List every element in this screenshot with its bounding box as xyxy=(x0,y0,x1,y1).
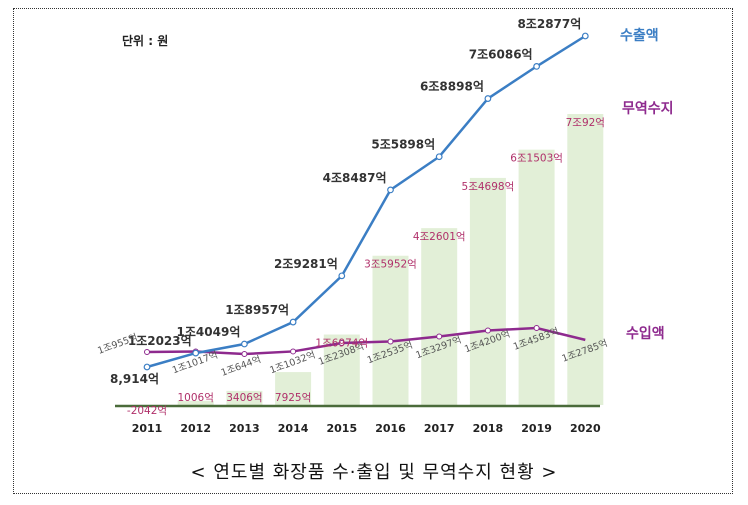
export-point-2016 xyxy=(387,186,394,194)
trade-balance-label-2016: 3조5952억 xyxy=(364,259,417,271)
chart-caption: < 연도별 화장품 수·출입 및 무역수지 현황 > xyxy=(190,462,558,483)
import-point-2017 xyxy=(436,333,443,340)
export-label-2012: 1조2023억 xyxy=(128,334,192,348)
import-point-2016 xyxy=(387,338,394,345)
trade-balance-bar-2018 xyxy=(469,177,506,405)
export-point-2014 xyxy=(289,318,297,326)
trade-balance-bar-2017 xyxy=(421,228,458,405)
trade-balance-label-2013: 3406억 xyxy=(226,392,262,404)
x-tick-2018: 2018 xyxy=(473,422,504,435)
import-point-2011 xyxy=(144,348,150,355)
x-tick-2011: 2011 xyxy=(132,422,163,435)
export-label-2019: 7조6086억 xyxy=(469,47,533,61)
import-point-2014 xyxy=(290,348,297,355)
import-point-2019 xyxy=(533,325,540,331)
x-tick-2012: 2012 xyxy=(180,422,211,435)
x-tick-2019: 2019 xyxy=(521,422,552,435)
trade-balance-bar-2020 xyxy=(567,114,604,405)
x-tick-2014: 2014 xyxy=(278,422,309,435)
export-point-2019 xyxy=(533,62,540,70)
trade-balance-label-2012: 1006억 xyxy=(178,392,214,404)
trade-balance-bar-2016 xyxy=(372,255,409,405)
trade-balance-label-2017: 4조2601억 xyxy=(413,231,466,243)
x-tick-2017: 2017 xyxy=(424,422,455,435)
trade-balance-bar-2014 xyxy=(275,372,312,405)
export-label-2016: 4조8487억 xyxy=(323,171,387,185)
import-point-2018 xyxy=(484,327,491,334)
export-series-line xyxy=(146,34,586,369)
trade-balance-label-2014: 7925억 xyxy=(275,392,311,404)
legend-import: 수입액 xyxy=(626,325,665,342)
trade-balance-bar-2019 xyxy=(518,149,555,405)
import-label-2013: 1조644억 xyxy=(219,353,262,379)
export-point-2020 xyxy=(581,32,589,40)
trade-balance-label-2011: -2042억 xyxy=(127,405,167,417)
export-label-2018: 6조8898억 xyxy=(420,80,484,94)
trade-balance-label-2015: 1조6974억 xyxy=(315,338,368,350)
trade-balance-label-2018: 5조4698억 xyxy=(462,181,515,193)
x-tick-2020: 2020 xyxy=(570,422,601,435)
export-point-2015 xyxy=(338,272,346,280)
export-label-2015: 2조9281억 xyxy=(274,257,338,271)
legend-trade-balance: 무역수지 xyxy=(622,100,674,117)
import-series-line xyxy=(146,326,586,356)
export-point-2013 xyxy=(240,340,248,348)
trade-balance-bar-2013 xyxy=(226,390,263,405)
x-tick-2013: 2013 xyxy=(229,422,260,435)
import-point-2015 xyxy=(338,340,345,347)
export-point-2012 xyxy=(192,349,200,357)
import-label-2011: 1조955억 xyxy=(96,331,139,357)
export-point-2011 xyxy=(143,363,151,371)
import-point-2013 xyxy=(241,351,248,357)
export-label-2011: 8,914억 xyxy=(110,372,159,386)
export-point-2018 xyxy=(484,95,492,102)
x-tick-2015: 2015 xyxy=(326,422,357,435)
chart-frame xyxy=(13,8,733,494)
trade-balance-label-2019: 6조1503억 xyxy=(510,153,563,165)
unit-label: 단위 : 원 xyxy=(122,33,168,48)
export-point-2017 xyxy=(435,153,443,161)
export-label-2013: 1조4049억 xyxy=(177,325,241,339)
export-label-2014: 1조8957억 xyxy=(225,303,289,317)
export-label-2017: 5조5898억 xyxy=(371,138,435,152)
trade-balance-label-2020: 7조92억 xyxy=(566,117,605,129)
x-tick-2016: 2016 xyxy=(375,422,406,435)
export-label-2020: 8조2877억 xyxy=(517,17,581,31)
legend-export: 수출액 xyxy=(620,27,659,44)
trade-balance-bar-2012 xyxy=(177,400,214,405)
